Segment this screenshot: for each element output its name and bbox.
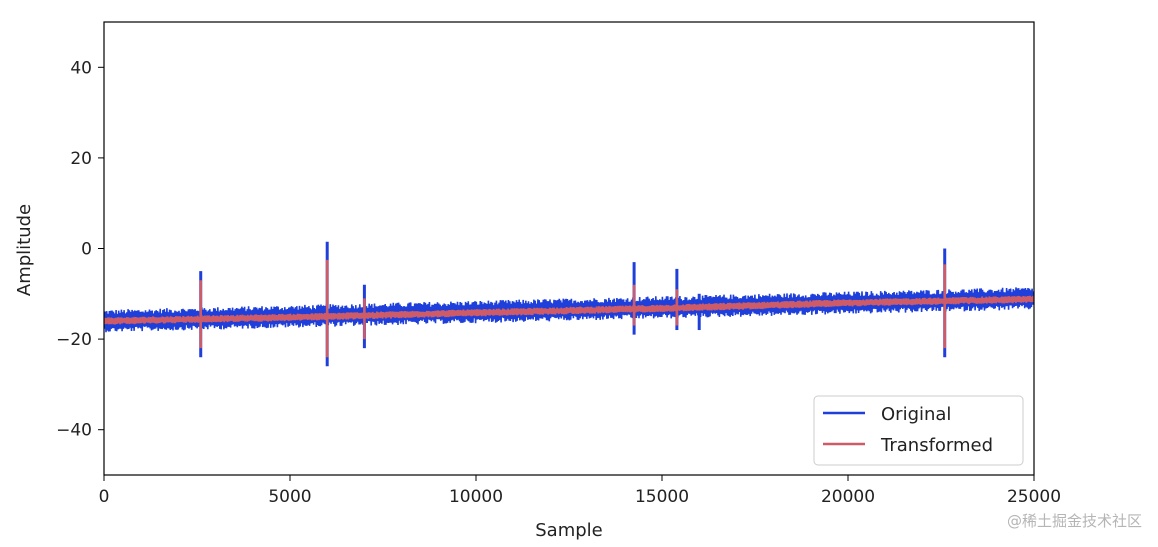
y-tick-label: −20 [56, 330, 92, 350]
legend: Original Transformed [813, 395, 1024, 466]
y-tick-label: 0 [81, 240, 92, 260]
x-axis-label: Sample [535, 520, 603, 541]
y-axis-label: Amplitude [14, 204, 35, 296]
y-tick-label: 20 [70, 149, 92, 169]
x-tick-label: 20000 [821, 487, 875, 507]
legend-label-transformed: Transformed [880, 435, 993, 456]
legend-box [813, 395, 1024, 466]
series-layer [104, 241, 1034, 367]
series-transformed [104, 259, 1034, 358]
legend-label-original: Original [881, 404, 951, 425]
y-axis-ticks: −40 −20 0 20 40 [56, 58, 104, 441]
x-tick-label: 25000 [1007, 487, 1061, 507]
y-tick-label: −40 [56, 421, 92, 441]
x-tick-label: 15000 [635, 487, 689, 507]
y-tick-label: 40 [70, 58, 92, 78]
series-line-transformed [104, 295, 1034, 325]
watermark: @稀土掘金技术社区 [1006, 512, 1142, 530]
x-axis-ticks: 0 5000 10000 15000 20000 25000 [99, 475, 1061, 507]
x-tick-label: 10000 [449, 487, 503, 507]
x-tick-label: 0 [99, 487, 110, 507]
x-tick-label: 5000 [268, 487, 311, 507]
